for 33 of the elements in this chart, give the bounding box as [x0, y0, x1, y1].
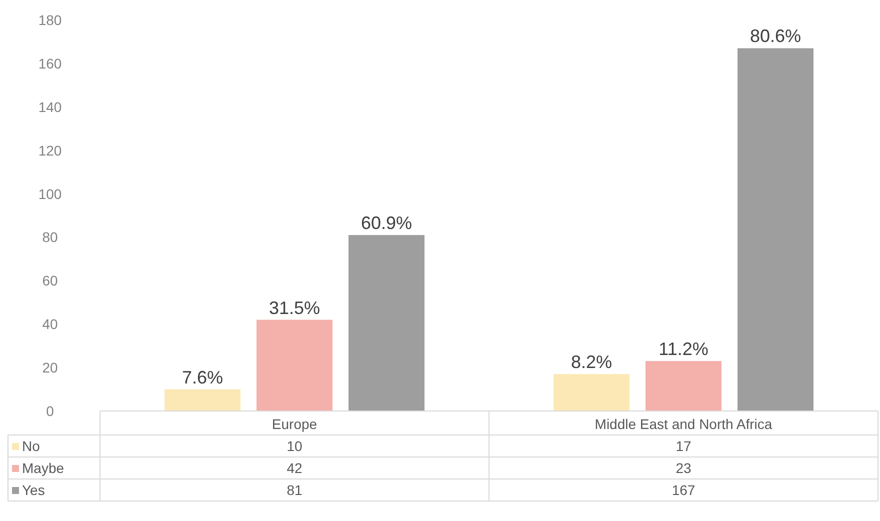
bar — [348, 235, 424, 411]
y-tick-label: 0 — [46, 403, 54, 419]
x-tick-label: Europe — [272, 416, 318, 432]
data-label: 167 — [672, 482, 696, 498]
data-label: 10 — [286, 438, 302, 454]
annotation: 11.2% — [658, 339, 708, 360]
data-label: 81 — [286, 482, 302, 498]
data-label: 23 — [676, 460, 692, 476]
bar — [164, 389, 240, 411]
legend-label: Yes — [22, 482, 45, 498]
y-tick-label: 40 — [42, 316, 58, 332]
annotation: 8.2% — [570, 352, 612, 372]
legend-label: Maybe — [22, 460, 64, 476]
data-label: 17 — [676, 438, 692, 454]
annotation: 60.9% — [360, 213, 412, 234]
bar — [646, 361, 722, 411]
annotation: 80.6% — [750, 26, 802, 46]
y-tick-label: 180 — [38, 12, 62, 28]
data-label: 42 — [286, 460, 302, 476]
annotation: 7.6% — [182, 367, 224, 388]
bar — [554, 374, 630, 411]
bar — [738, 48, 814, 411]
y-tick-label: 20 — [42, 360, 58, 376]
y-tick-label: 120 — [38, 142, 62, 158]
annotation: 31.5% — [268, 298, 320, 318]
y-tick-label: 160 — [38, 55, 62, 72]
x-tick-label: Middle East and North Africa — [594, 416, 772, 432]
legend-label: No — [22, 438, 40, 454]
y-tick-label: 80 — [42, 229, 58, 246]
y-tick-label: 60 — [42, 272, 58, 289]
bar — [256, 320, 332, 411]
y-tick-label: 140 — [38, 98, 62, 115]
y-tick-label: 100 — [38, 186, 62, 202]
